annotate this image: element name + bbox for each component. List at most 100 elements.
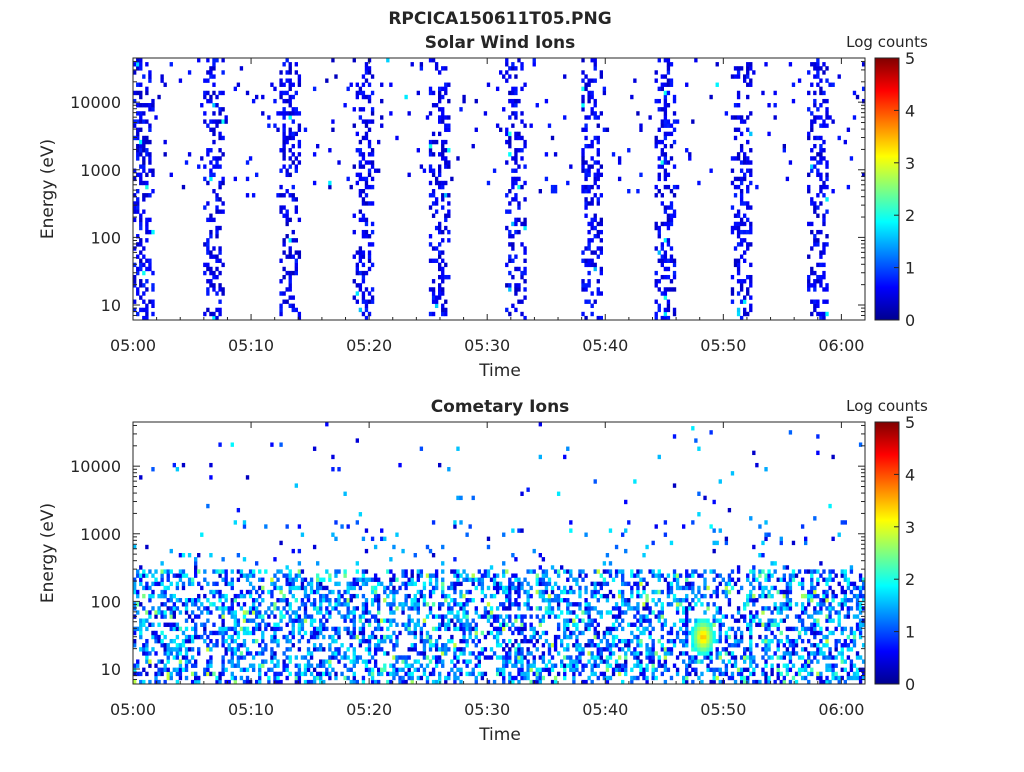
heatmap-cell bbox=[603, 87, 606, 91]
heatmap-cell bbox=[337, 659, 340, 663]
heatmap-cell bbox=[822, 99, 825, 103]
x-tick-label: 05:10 bbox=[228, 336, 274, 355]
heatmap-cell bbox=[572, 672, 575, 676]
heatmap-cell bbox=[386, 586, 389, 590]
heatmap-cell bbox=[734, 631, 737, 635]
heatmap-cell bbox=[587, 95, 590, 99]
heatmap-cell bbox=[365, 582, 368, 586]
heatmap-cell bbox=[444, 160, 447, 164]
heatmap-cell bbox=[356, 267, 359, 271]
heatmap-cell bbox=[282, 91, 285, 95]
heatmap-cell bbox=[484, 647, 487, 651]
heatmap-cell bbox=[667, 132, 670, 136]
heatmap-cell bbox=[423, 655, 426, 659]
heatmap-cell bbox=[209, 70, 212, 74]
heatmap-cell bbox=[780, 541, 783, 545]
heatmap-cell bbox=[664, 312, 667, 316]
heatmap-cell bbox=[286, 136, 289, 140]
heatmap-cell bbox=[215, 639, 218, 643]
heatmap-cell bbox=[148, 263, 151, 267]
heatmap-cell bbox=[139, 267, 142, 271]
heatmap-cell bbox=[417, 598, 420, 602]
heatmap-cell bbox=[655, 70, 658, 74]
heatmap-cell bbox=[740, 197, 743, 201]
heatmap-cell bbox=[231, 655, 234, 659]
heatmap-cell bbox=[282, 164, 285, 168]
heatmap-cell bbox=[484, 610, 487, 614]
heatmap-cell bbox=[502, 561, 505, 565]
heatmap-cell bbox=[719, 627, 722, 631]
heatmap-cell bbox=[441, 594, 444, 598]
heatmap-cell bbox=[191, 598, 194, 602]
heatmap-cell bbox=[362, 250, 365, 254]
heatmap-cell bbox=[417, 578, 420, 582]
heatmap-cell bbox=[496, 631, 499, 635]
heatmap-cell bbox=[136, 610, 139, 614]
heatmap-cell bbox=[661, 124, 664, 128]
heatmap-cell bbox=[688, 586, 691, 590]
heatmap-cell bbox=[240, 668, 243, 672]
heatmap-cell bbox=[761, 647, 764, 651]
heatmap-cell bbox=[246, 193, 249, 197]
heatmap-cell bbox=[475, 664, 478, 668]
heatmap-cell bbox=[737, 312, 740, 316]
heatmap-cell bbox=[499, 668, 502, 672]
heatmap-cell bbox=[813, 619, 816, 623]
heatmap-cell bbox=[508, 99, 511, 103]
heatmap-cell bbox=[642, 619, 645, 623]
heatmap-cell bbox=[594, 103, 597, 107]
heatmap-cell bbox=[673, 594, 676, 598]
heatmap-cell bbox=[642, 627, 645, 631]
heatmap-cell bbox=[371, 111, 374, 115]
heatmap-cell bbox=[493, 582, 496, 586]
heatmap-cell bbox=[264, 610, 267, 614]
heatmap-cell bbox=[453, 569, 456, 573]
heatmap-cell bbox=[279, 91, 282, 95]
heatmap-cell bbox=[517, 230, 520, 234]
heatmap-cell bbox=[447, 602, 450, 606]
heatmap-cell bbox=[536, 590, 539, 594]
heatmap-cell bbox=[289, 156, 292, 160]
heatmap-cell bbox=[444, 115, 447, 119]
heatmap-cell bbox=[514, 586, 517, 590]
heatmap-cell bbox=[133, 582, 136, 586]
heatmap-cell bbox=[740, 631, 743, 635]
colorbar-tick-label: 3 bbox=[905, 154, 915, 173]
heatmap-cell bbox=[523, 181, 526, 185]
heatmap-cell bbox=[362, 189, 365, 193]
heatmap-cell bbox=[566, 590, 569, 594]
heatmap-cell bbox=[337, 635, 340, 639]
heatmap-cell bbox=[475, 610, 478, 614]
heatmap-cell bbox=[764, 533, 767, 537]
heatmap-cell bbox=[258, 602, 261, 606]
heatmap-cell bbox=[365, 177, 368, 181]
heatmap-cell bbox=[465, 659, 468, 663]
heatmap-cell bbox=[411, 569, 414, 573]
heatmap-cell bbox=[289, 115, 292, 119]
heatmap-cell bbox=[286, 189, 289, 193]
heatmap-cell bbox=[441, 66, 444, 70]
heatmap-cell bbox=[356, 148, 359, 152]
heatmap-cell bbox=[533, 672, 536, 676]
heatmap-cell bbox=[456, 668, 459, 672]
heatmap-cell bbox=[215, 124, 218, 128]
heatmap-cell bbox=[591, 590, 594, 594]
heatmap-cell bbox=[237, 569, 240, 573]
heatmap-cell bbox=[383, 635, 386, 639]
colorbar-tick-label: 5 bbox=[905, 49, 915, 68]
heatmap-cell bbox=[655, 300, 658, 304]
heatmap-cell bbox=[734, 639, 737, 643]
heatmap-cell bbox=[810, 569, 813, 573]
heatmap-cell bbox=[298, 549, 301, 553]
heatmap-cell bbox=[734, 655, 737, 659]
heatmap-cell bbox=[536, 647, 539, 651]
heatmap-cell bbox=[816, 205, 819, 209]
heatmap-cell bbox=[408, 647, 411, 651]
heatmap-cell bbox=[587, 169, 590, 173]
heatmap-cell bbox=[176, 635, 179, 639]
heatmap-cell bbox=[560, 610, 563, 614]
heatmap-cell bbox=[218, 631, 221, 635]
heatmap-cell bbox=[359, 140, 362, 144]
heatmap-cell bbox=[325, 586, 328, 590]
heatmap-cell bbox=[774, 623, 777, 627]
